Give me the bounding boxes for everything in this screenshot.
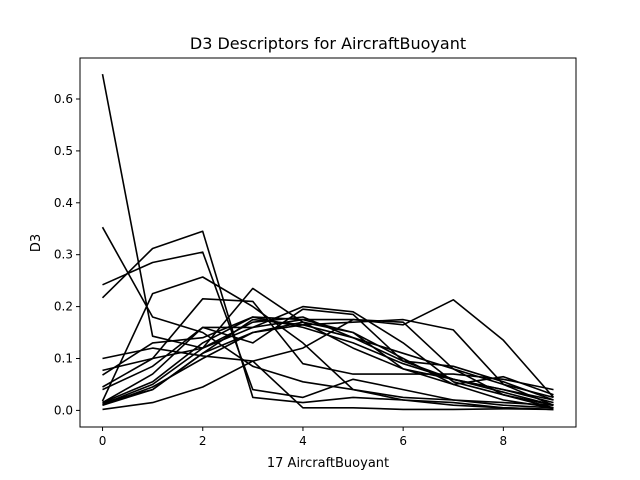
y-tick-label: 0.6 bbox=[54, 92, 73, 106]
x-axis-label: 17 AircraftBuoyant bbox=[267, 456, 389, 471]
series-line-3 bbox=[102, 251, 554, 409]
y-tick-label: 0.5 bbox=[54, 144, 73, 158]
x-tick-label: 0 bbox=[99, 434, 107, 448]
series-line-17 bbox=[102, 318, 554, 411]
y-tick-label: 0.3 bbox=[54, 248, 73, 262]
x-tick-label: 2 bbox=[199, 434, 207, 448]
series-line-7 bbox=[102, 316, 554, 409]
x-tick-label: 8 bbox=[500, 434, 508, 448]
plot-frame bbox=[79, 57, 577, 428]
x-axis: 0 2 4 6 8 bbox=[99, 427, 507, 448]
y-tick-label: 0.1 bbox=[54, 351, 73, 365]
x-tick-label: 4 bbox=[299, 434, 307, 448]
series-layer bbox=[101, 73, 555, 411]
y-axis: 0.0 0.1 0.2 0.3 0.4 0.5 0.6 bbox=[54, 92, 80, 417]
series-line-13 bbox=[102, 316, 554, 404]
series-line-10 bbox=[101, 276, 554, 406]
series-line-2 bbox=[101, 226, 554, 411]
y-axis-label: D3 bbox=[29, 234, 44, 252]
y-tick-label: 0.2 bbox=[54, 300, 73, 314]
series-line-4 bbox=[101, 230, 554, 411]
series-line-15 bbox=[102, 298, 555, 404]
series-line-14 bbox=[102, 318, 554, 406]
x-tick-label: 6 bbox=[399, 434, 407, 448]
series-line-12 bbox=[102, 316, 554, 405]
series-line-9 bbox=[102, 308, 554, 401]
y-tick-label: 0.4 bbox=[54, 196, 73, 210]
series-line-1 bbox=[101, 73, 554, 409]
y-tick-label: 0.0 bbox=[54, 403, 73, 417]
chart-title: D3 Descriptors for AircraftBuoyant bbox=[190, 34, 466, 53]
series-line-5 bbox=[102, 347, 554, 411]
series-line-16 bbox=[102, 321, 554, 406]
